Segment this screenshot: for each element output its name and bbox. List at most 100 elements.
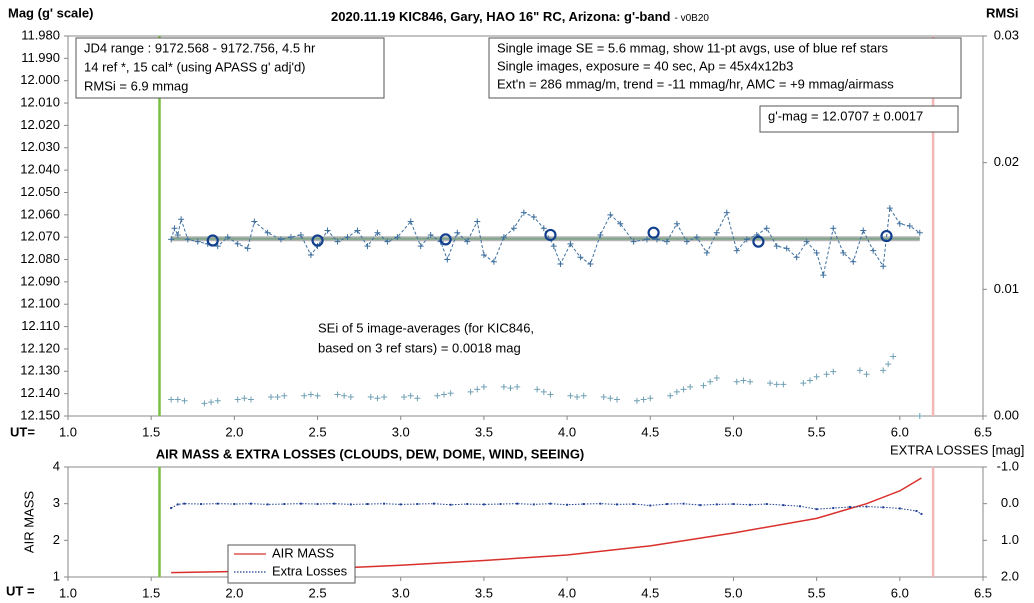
point xyxy=(663,238,670,245)
point xyxy=(813,373,820,380)
point xyxy=(806,377,813,384)
x-tick-label: 5.5 xyxy=(808,585,826,600)
point xyxy=(344,234,351,241)
point xyxy=(399,503,402,506)
x-tick-label: 3.5 xyxy=(475,585,493,600)
point xyxy=(467,388,474,395)
point xyxy=(890,353,897,360)
y2-tick-label: 0.01 xyxy=(994,281,1019,296)
point xyxy=(216,502,219,505)
point xyxy=(374,229,381,236)
point xyxy=(287,234,294,241)
point xyxy=(334,238,341,245)
point xyxy=(184,236,191,243)
point xyxy=(713,375,720,381)
point xyxy=(297,231,304,238)
point xyxy=(449,503,452,506)
point xyxy=(703,249,710,256)
point xyxy=(733,247,740,254)
point xyxy=(765,503,768,506)
plot-frame xyxy=(67,466,984,578)
point xyxy=(349,503,352,506)
chart-subtitle: - v0B20 xyxy=(674,13,709,24)
point xyxy=(540,225,547,232)
point xyxy=(234,396,241,403)
annotation-text: g'-mag = 12.0707 ± 0.0017 xyxy=(768,108,923,123)
point xyxy=(168,236,175,243)
annotation-box xyxy=(759,105,959,133)
point xyxy=(860,227,867,234)
point xyxy=(201,400,208,407)
point xyxy=(383,502,386,505)
legend-label: Extra Losses xyxy=(272,563,348,578)
point xyxy=(557,261,564,267)
point xyxy=(234,240,241,247)
point xyxy=(582,503,585,506)
point xyxy=(632,503,635,506)
point xyxy=(174,396,181,403)
point xyxy=(181,397,188,404)
point xyxy=(301,392,308,399)
point xyxy=(782,504,785,507)
annotation-text: Single image SE = 5.6 mmag, show 11-pt a… xyxy=(497,40,889,55)
point xyxy=(848,505,851,508)
y-tick-label: 12.120 xyxy=(20,340,60,355)
x-tick-label: 2.5 xyxy=(309,424,327,439)
average-point xyxy=(752,235,765,248)
point xyxy=(381,394,388,400)
point xyxy=(885,361,892,368)
point xyxy=(667,392,674,399)
point xyxy=(281,392,288,399)
x-tick-label: 1.0 xyxy=(59,424,77,439)
y2-tick-label: 0.03 xyxy=(994,27,1019,42)
chart-title-main: 2020.11.19 KIC846, Gary, HAO 16" RC, Ari… xyxy=(331,9,670,24)
point xyxy=(530,214,537,221)
point xyxy=(407,392,414,399)
average-point xyxy=(880,229,893,243)
point xyxy=(800,380,807,387)
point xyxy=(480,383,487,390)
point xyxy=(715,503,718,506)
point xyxy=(823,371,830,378)
point xyxy=(324,227,331,234)
point xyxy=(510,225,517,232)
point xyxy=(700,382,707,389)
y-tick-label: 11.990 xyxy=(21,50,60,65)
point xyxy=(416,503,419,506)
x-tick-label: 1.0 xyxy=(59,585,77,600)
point xyxy=(347,394,354,400)
average-point xyxy=(544,228,557,242)
point xyxy=(274,394,281,400)
x-tick-label: 5.0 xyxy=(724,585,742,600)
point xyxy=(434,392,441,399)
point xyxy=(474,386,481,393)
point xyxy=(783,245,790,252)
point xyxy=(427,231,434,238)
point xyxy=(820,272,827,279)
point xyxy=(880,367,887,374)
point xyxy=(354,227,361,234)
annotation-text: based on 3 ref stars) = 0.0018 mag xyxy=(318,340,521,355)
point xyxy=(170,507,173,510)
point xyxy=(333,502,336,505)
x-tick-label: 3.5 xyxy=(475,424,493,439)
y-tick-label: 1 xyxy=(53,568,60,583)
chart-title: 2020.11.19 KIC846, Gary, HAO 16" RC, Ari… xyxy=(331,9,709,24)
y-tick-label: 12.010 xyxy=(20,94,60,109)
x-tick-label: 4.5 xyxy=(641,424,659,439)
point xyxy=(233,503,236,506)
point xyxy=(580,392,587,399)
point xyxy=(500,234,507,241)
point xyxy=(176,503,179,506)
point xyxy=(394,234,401,241)
x-tick-label: 4.0 xyxy=(558,424,576,439)
point xyxy=(683,238,690,245)
point xyxy=(499,503,502,506)
x-tick-label: 6.5 xyxy=(974,585,992,600)
point xyxy=(673,388,680,395)
point xyxy=(680,386,687,393)
point xyxy=(171,225,178,232)
point xyxy=(597,231,604,238)
y2-tick-label: 0.0 xyxy=(1001,495,1019,510)
average-point xyxy=(647,226,660,239)
